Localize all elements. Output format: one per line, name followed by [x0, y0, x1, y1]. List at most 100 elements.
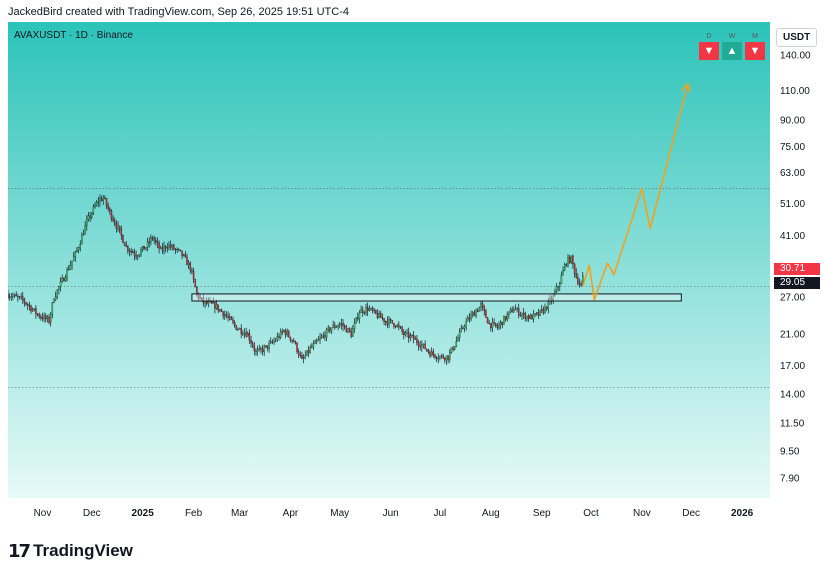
- candle-body: [199, 297, 201, 299]
- candle-body: [158, 242, 160, 249]
- candle-body: [320, 336, 323, 339]
- candle-body: [521, 314, 523, 316]
- candle-body: [117, 225, 119, 229]
- signal-label: W: [728, 33, 736, 40]
- candle-body: [496, 325, 499, 328]
- candle-body: [138, 254, 141, 257]
- candle-body: [302, 357, 305, 359]
- x-tick-label: Nov: [34, 508, 52, 519]
- candle-body: [411, 334, 413, 337]
- y-tick-label: 11.50: [780, 418, 805, 429]
- candle-body: [209, 301, 211, 303]
- candle-body: [68, 269, 70, 271]
- candle-body: [140, 249, 142, 255]
- timeframe-signals: D ▼ W ▲ M ▼: [699, 32, 765, 60]
- x-tick-label: Dec: [682, 508, 700, 519]
- projection-arrowhead: [681, 82, 691, 93]
- candle-body: [307, 350, 310, 353]
- candle-body: [537, 312, 540, 316]
- candle-body: [225, 314, 228, 317]
- candle-body: [99, 198, 101, 203]
- candle-body: [281, 331, 283, 333]
- candle-body: [250, 339, 252, 344]
- candle-body: [242, 333, 244, 335]
- candle-body: [114, 220, 116, 225]
- candle-body: [74, 251, 77, 257]
- x-tick-label: Aug: [482, 508, 500, 519]
- candle-body: [557, 286, 559, 288]
- candle-body: [391, 319, 394, 324]
- chart-area[interactable]: AVAXUSDT · 1D · Binance 140.00 110.00 90.0…: [7, 22, 820, 524]
- candle-body: [283, 330, 285, 332]
- candle-body: [361, 309, 364, 313]
- candle-body: [118, 225, 121, 230]
- candle-body: [465, 320, 467, 327]
- candle-body: [509, 309, 512, 312]
- candle-body: [132, 251, 134, 253]
- candle-body: [15, 294, 17, 297]
- candle-body: [394, 326, 397, 328]
- currency-button[interactable]: USDT: [776, 28, 818, 47]
- candle-body: [541, 308, 543, 311]
- candle-body: [491, 322, 494, 329]
- candle-body: [105, 198, 108, 206]
- candle-body: [547, 300, 550, 310]
- candle-body: [35, 308, 37, 315]
- candle-body: [342, 323, 344, 327]
- candle-body: [171, 245, 173, 248]
- candle-body: [53, 299, 55, 303]
- candle-body: [12, 295, 14, 297]
- candle-body: [261, 348, 264, 353]
- candle-body: [69, 264, 72, 270]
- candle-body: [562, 270, 564, 276]
- candle-body: [399, 326, 402, 328]
- candle-body: [536, 312, 538, 314]
- candle-body: [260, 348, 262, 350]
- candle-body: [527, 315, 530, 319]
- y-tick-label: 41.00: [780, 231, 805, 242]
- logo-mark-icon: 17: [8, 540, 31, 562]
- candle-body: [271, 341, 274, 343]
- candle-body: [531, 315, 533, 320]
- candle-body: [516, 308, 518, 310]
- candle-body: [82, 234, 85, 236]
- candle-body: [490, 323, 492, 329]
- candle-body: [228, 316, 231, 318]
- candle-body: [135, 255, 137, 258]
- candle-body: [309, 347, 311, 353]
- candle-body: [104, 197, 106, 199]
- candle-body: [422, 343, 425, 345]
- x-tick-label: 2025: [132, 508, 155, 519]
- candle-body: [58, 286, 60, 290]
- price-chart[interactable]: AVAXUSDT · 1D · Binance 140.00 110.00 90.0…: [7, 22, 820, 524]
- candle-body: [363, 312, 366, 314]
- candle-body: [192, 271, 195, 280]
- candle-body: [393, 322, 395, 327]
- candle-body: [179, 249, 182, 251]
- candle-body: [189, 262, 192, 271]
- candle-body: [25, 302, 27, 305]
- candle-body: [384, 321, 387, 323]
- candle-body: [368, 308, 371, 311]
- candle-body: [168, 244, 170, 248]
- candle-body: [289, 336, 292, 341]
- attribution-header: JackedBird created with TradingView.com,…: [8, 6, 349, 18]
- candle-body: [169, 244, 172, 248]
- candle-body: [153, 238, 155, 241]
- candle-body: [524, 312, 527, 319]
- candle-body: [102, 197, 104, 201]
- candle-body: [470, 314, 472, 320]
- candle-body: [450, 347, 453, 353]
- candle-body: [444, 357, 446, 361]
- candle-body: [248, 333, 251, 341]
- candle-body: [8, 296, 11, 298]
- candle-body: [238, 328, 241, 330]
- y-tick-label: 14.00: [780, 389, 805, 400]
- signal-label: D: [706, 33, 712, 40]
- candle-body: [54, 296, 57, 301]
- candle-body: [526, 315, 528, 319]
- x-tick-label: Mar: [231, 508, 249, 519]
- candle-body: [243, 332, 246, 335]
- candle-body: [559, 283, 561, 287]
- candle-body: [291, 339, 293, 342]
